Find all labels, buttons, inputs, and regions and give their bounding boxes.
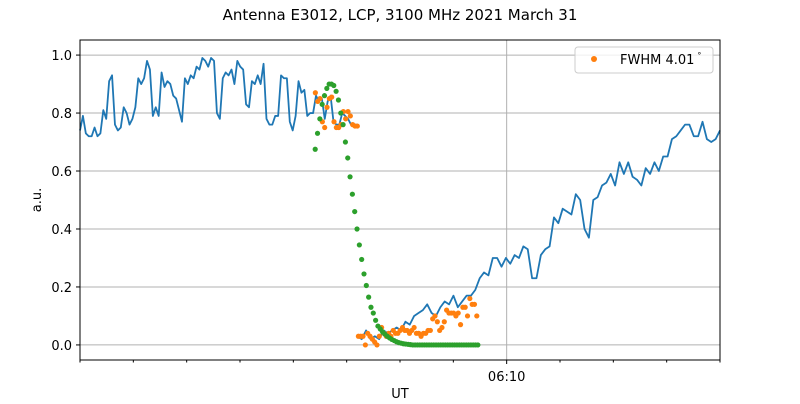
y-tick-label: 0.8 [51,107,72,122]
y-tick-label: 1.0 [51,49,72,64]
data-line [356,120,721,341]
fit-point [342,139,349,145]
fwhm-point [411,324,417,331]
fit-point [347,174,353,180]
x-axis-label: UT [391,387,409,400]
fwhm-point [464,313,471,319]
fwhm-point [347,113,353,119]
fit-point [314,130,321,136]
fwhm-point [312,90,318,96]
y-tick-label: 0.0 [51,339,72,354]
chart-title: Antenna E3012, LCP, 3100 MHz 2021 March … [223,6,578,24]
y-axis-label: a.u. [30,188,45,212]
fit-point [349,191,355,197]
fit-point [340,122,346,128]
fwhm-point [462,304,468,310]
fwhm-point [329,94,335,100]
fit-point [345,155,351,161]
data-line [79,57,357,138]
fit-point [317,116,323,122]
fit-point [475,342,481,348]
fwhm-point [360,333,366,339]
fwhm-point [317,95,323,102]
y-tick-label: 0.4 [51,223,72,238]
fit-point [312,146,318,152]
fwhm-point [441,319,447,325]
fwhm-point [467,295,473,302]
fwhm-point [362,342,368,348]
fwhm-point [434,319,440,325]
fwhm-point [331,119,337,125]
fit-point [333,88,339,94]
legend-marker [591,56,597,62]
fit-point [321,93,328,99]
fit-point [338,110,344,116]
x-tick-label: 06:10 [488,370,525,385]
fwhm-point [322,124,328,131]
fit-point [356,242,362,248]
fit-point [373,317,379,323]
fwhm-point [432,313,438,319]
legend: FWHM 4.01 ° [574,46,714,74]
fit-point [324,85,330,92]
fwhm-point [374,342,380,348]
fwhm-point [427,327,433,334]
fwhm-point [324,104,330,110]
fit-point [331,82,337,89]
fwhm-point [455,310,461,316]
fwhm-point [439,324,445,331]
fit-point [352,208,358,215]
fwhm-point [343,116,349,122]
fit-point [366,294,372,300]
fit-point [335,97,342,103]
fwhm-point [345,108,351,115]
fit-point [354,226,360,232]
fit-point [359,256,365,263]
legend-label: FWHM 4.01 ° [620,51,701,68]
fit-point [319,101,325,107]
fit-point [361,271,367,277]
fit-point [368,304,374,310]
fit-point [370,310,376,316]
fwhm-point [474,313,480,319]
fwhm-point [354,123,360,129]
fwhm-point [376,333,382,339]
y-tick-label: 0.6 [51,165,72,180]
fwhm-point [471,301,478,307]
plot-frame [79,39,721,361]
y-tick-label: 0.2 [51,281,72,296]
fit-point [363,282,369,289]
fwhm-point [457,322,464,328]
